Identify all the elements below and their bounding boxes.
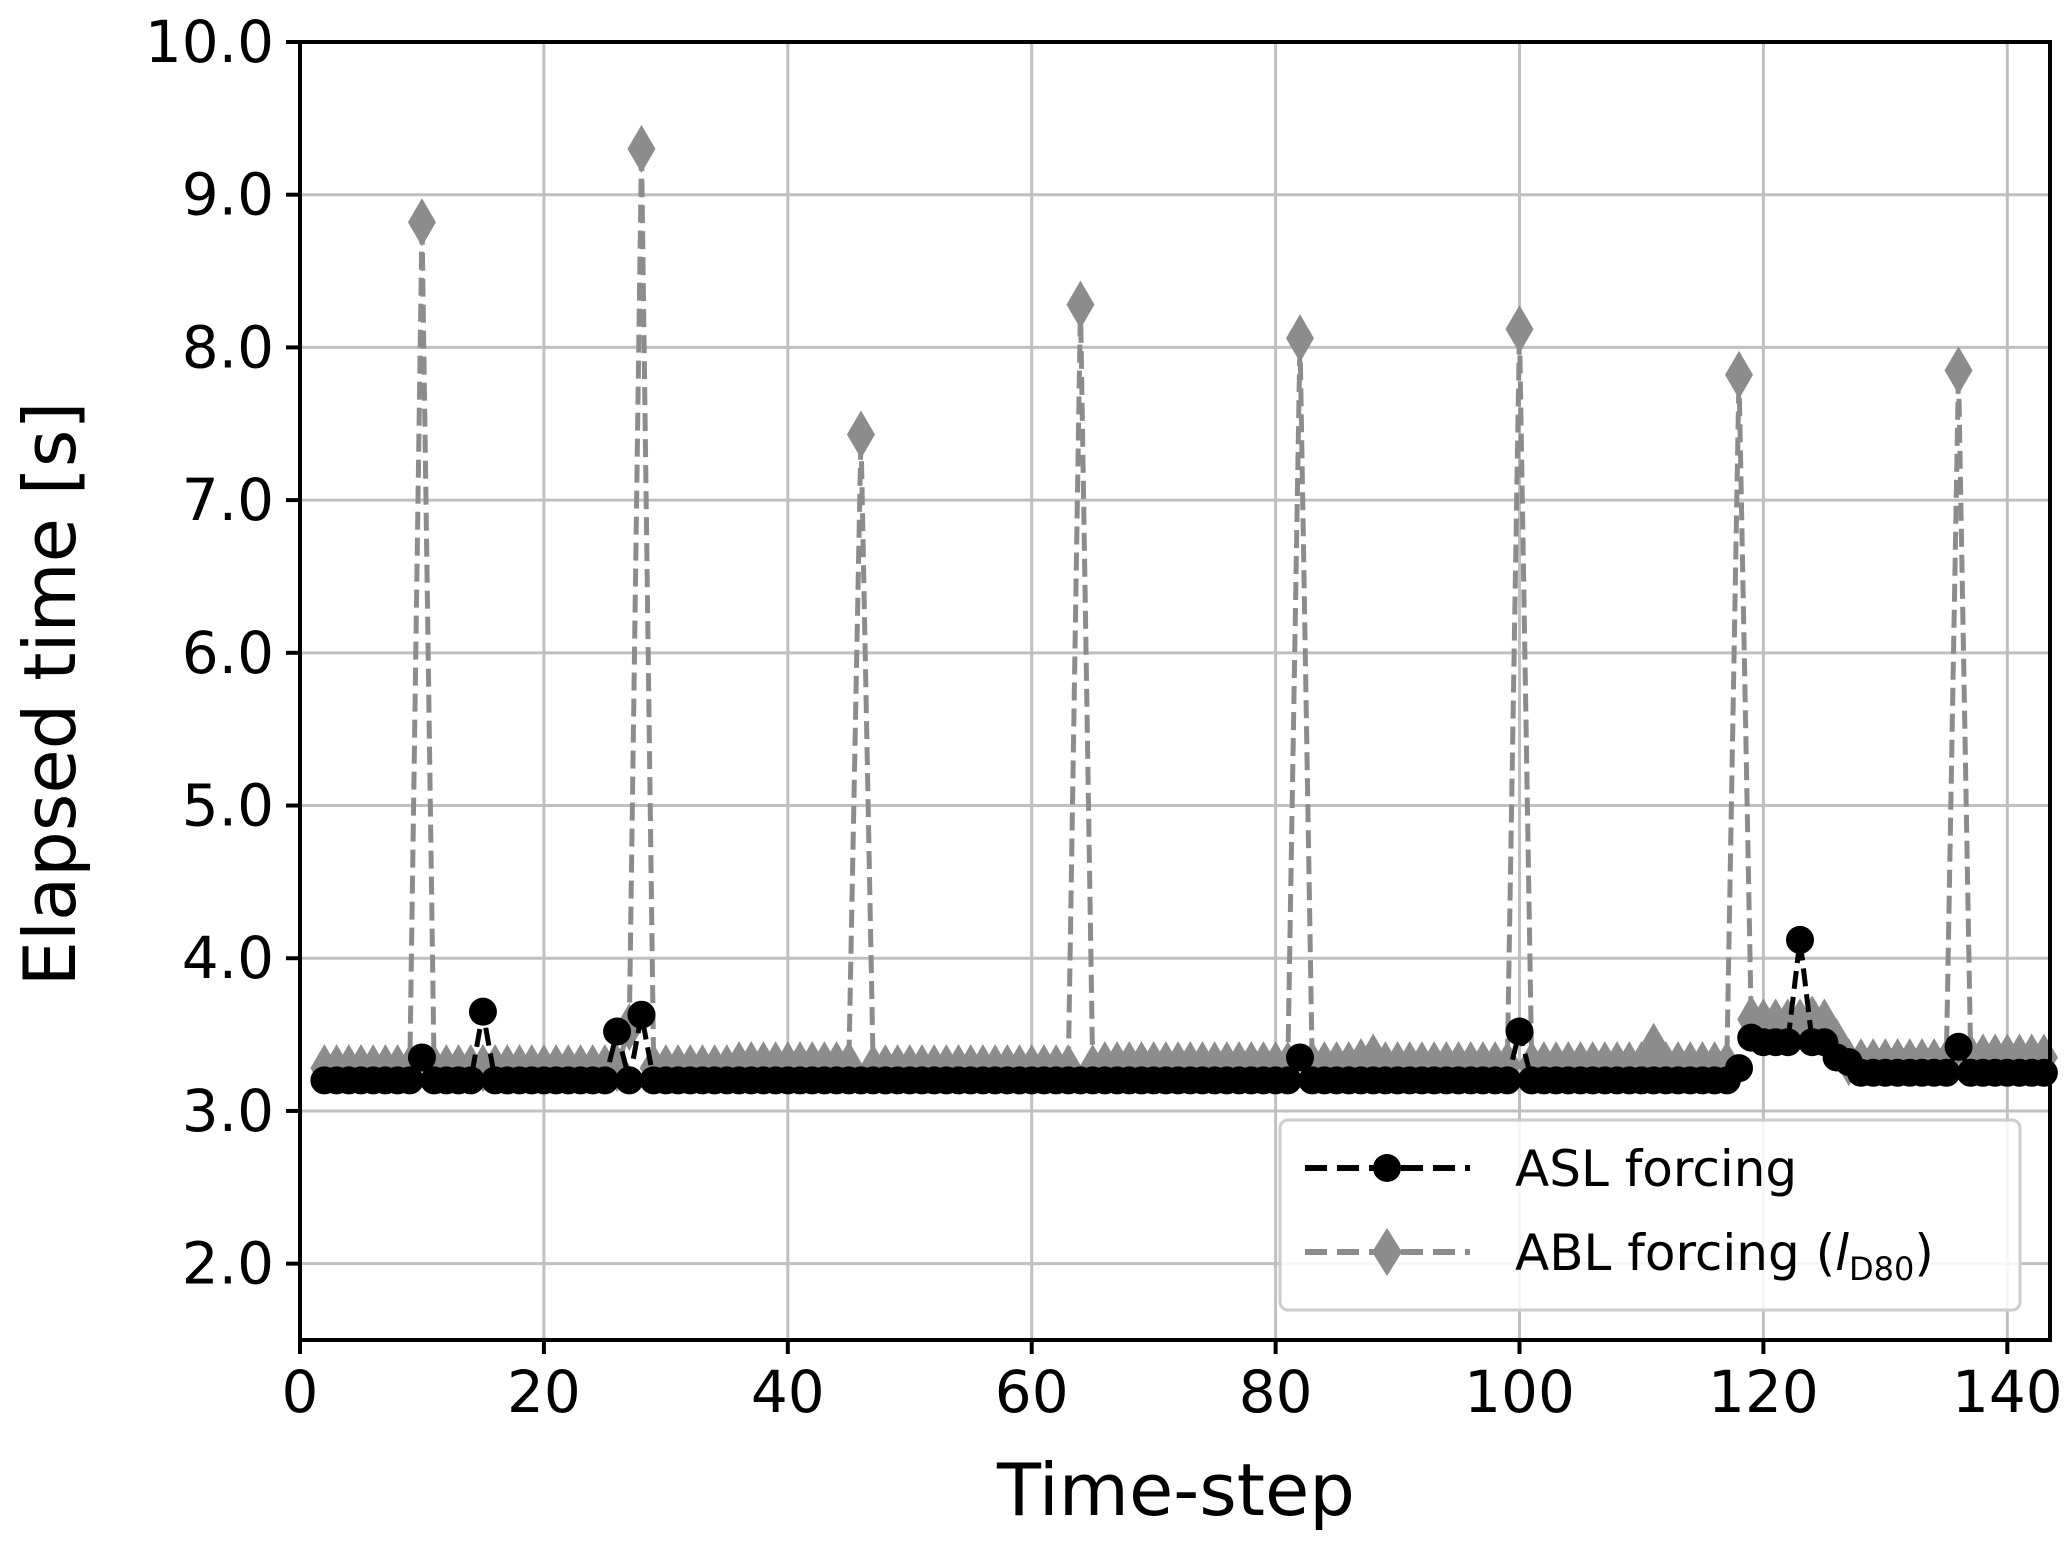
data-point: [1286, 314, 1314, 363]
series-line: [324, 937, 2044, 1083]
data-point: [1786, 925, 1814, 954]
data-point: [627, 124, 656, 173]
series-asl: [310, 925, 2058, 1095]
axes: [298, 40, 2052, 1342]
x-tick-label: 140: [1952, 1358, 2063, 1426]
data-point: [1944, 346, 1973, 395]
data-point: [1773, 1028, 1802, 1057]
x-tick-label: 120: [1708, 1358, 1819, 1426]
y-tick-label: 3.0: [182, 1077, 274, 1145]
data-point: [1932, 1058, 1961, 1087]
data-point: [1505, 1017, 1534, 1046]
data-point: [1286, 1043, 1314, 1072]
data-point: [1725, 1054, 1754, 1083]
legend: ASL forcing ABL forcing (lD80): [1278, 1118, 2022, 1312]
y-tick-label: 9.0: [182, 161, 274, 229]
x-tick-label: 0: [282, 1358, 319, 1426]
series-layer: [310, 124, 2058, 1095]
y-axis-label: Elapsed time [s]: [8, 402, 92, 987]
data-point: [1505, 305, 1534, 354]
legend-label-abl-suffix: ): [1914, 1224, 1934, 1282]
x-axis-label: Time-step: [996, 1448, 1355, 1532]
legend-label-asl: ASL forcing: [1515, 1140, 1797, 1198]
data-point: [1725, 350, 1754, 399]
data-point: [1493, 1066, 1522, 1095]
legend-marker-abl: [1372, 1228, 1402, 1276]
data-point: [615, 1066, 644, 1095]
x-tick-label: 40: [751, 1358, 825, 1426]
x-tick-label: 80: [1239, 1358, 1313, 1426]
legend-entry-abl: ABL forcing (lD80): [1305, 1224, 1934, 1288]
ticks: 0 20 40 60 80 100 120 140 2.0 3.0 4.0 5.0 6.0 7.0 8.0 9…: [145, 8, 2063, 1426]
data-point: [395, 1066, 424, 1095]
legend-label-abl-prefix: ABL forcing (: [1515, 1224, 1835, 1282]
legend-label-abl-sub: D80: [1849, 1250, 1914, 1288]
y-tick-label: 7.0: [182, 466, 274, 534]
data-point: [456, 1066, 485, 1095]
data-point: [2029, 1058, 2058, 1087]
data-point: [468, 997, 497, 1026]
series-line: [324, 146, 2044, 1071]
data-point: [603, 1017, 632, 1046]
x-tick-label: 60: [995, 1358, 1069, 1426]
y-tick-label: 6.0: [182, 619, 274, 687]
x-tick-label: 20: [507, 1358, 581, 1426]
y-tick-label: 4.0: [182, 924, 274, 992]
data-point: [1944, 1032, 1973, 1061]
legend-marker-asl: [1373, 1154, 1401, 1182]
y-tick-label: 5.0: [182, 772, 274, 840]
data-point: [846, 410, 875, 459]
legend-label-abl-italic: l: [1835, 1224, 1849, 1282]
y-tick-label: 10.0: [145, 8, 274, 76]
data-point: [407, 198, 436, 247]
legend-label-abl: ABL forcing (lD80): [1515, 1224, 1934, 1288]
data-point: [1066, 280, 1095, 329]
data-point: [590, 1066, 619, 1095]
y-tick-label: 8.0: [182, 313, 274, 381]
plot-frame: [298, 40, 2052, 1342]
data-point: [627, 1000, 656, 1029]
y-tick-label: 2.0: [182, 1230, 274, 1298]
x-tick-label: 100: [1464, 1358, 1575, 1426]
data-point: [1273, 1066, 1302, 1095]
legend-entry-asl: ASL forcing: [1305, 1140, 1797, 1198]
data-point: [407, 1043, 436, 1072]
